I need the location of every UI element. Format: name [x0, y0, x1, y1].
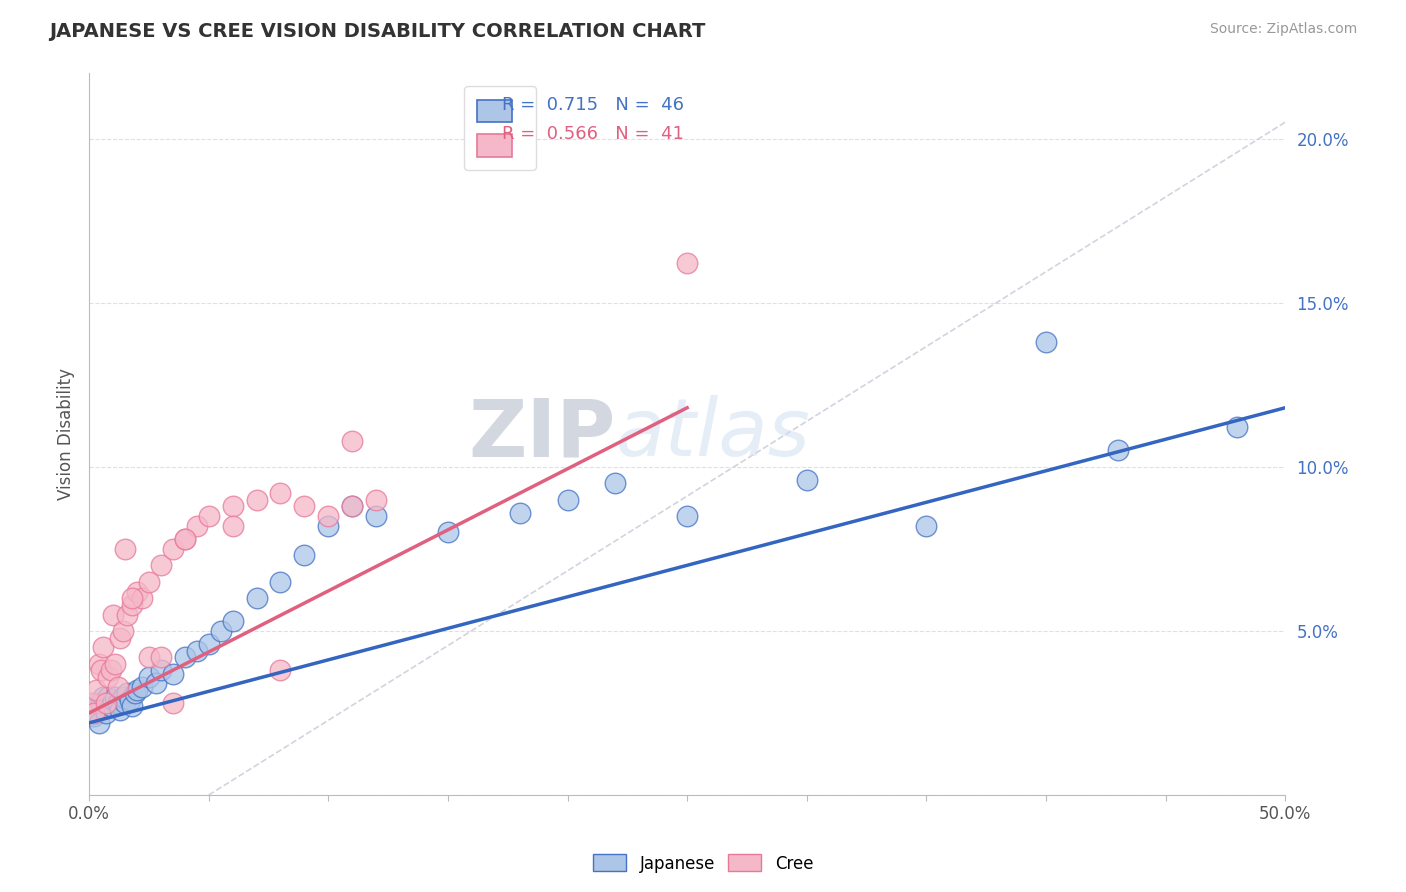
Point	[173, 532, 195, 546]
Point	[107, 680, 129, 694]
Point	[173, 532, 195, 546]
Text: R =  0.715   N =  46: R = 0.715 N = 46	[502, 96, 683, 114]
Point	[125, 683, 148, 698]
Text: R =  0.566   N =  41: R = 0.566 N = 41	[502, 125, 683, 143]
Text: atlas: atlas	[616, 395, 810, 473]
Point	[121, 699, 143, 714]
Point	[121, 591, 143, 606]
Point	[108, 703, 131, 717]
Point	[101, 607, 124, 622]
Point	[209, 624, 232, 638]
Point	[149, 558, 172, 573]
Point	[114, 696, 136, 710]
Point	[90, 696, 112, 710]
Point	[80, 703, 103, 717]
Point	[84, 696, 107, 710]
Point	[221, 500, 243, 514]
Point	[316, 509, 339, 524]
Point	[125, 584, 148, 599]
Point	[111, 690, 134, 704]
Point	[83, 709, 105, 723]
Point	[114, 541, 136, 556]
Point	[316, 519, 339, 533]
Point	[87, 657, 110, 671]
Point	[90, 664, 112, 678]
Y-axis label: Vision Disability: Vision Disability	[58, 368, 75, 500]
Point	[342, 434, 364, 448]
Point	[108, 631, 131, 645]
Point	[509, 506, 531, 520]
Point	[269, 664, 291, 678]
Point	[149, 664, 172, 678]
Point	[292, 549, 315, 563]
Point	[149, 650, 172, 665]
Point	[1035, 335, 1057, 350]
Point	[87, 715, 110, 730]
Point	[118, 693, 141, 707]
Text: Source: ZipAtlas.com: Source: ZipAtlas.com	[1209, 22, 1357, 37]
Point	[221, 519, 243, 533]
Point	[94, 696, 117, 710]
Point	[796, 473, 818, 487]
Text: JAPANESE VS CREE VISION DISABILITY CORRELATION CHART: JAPANESE VS CREE VISION DISABILITY CORRE…	[49, 22, 706, 41]
Point	[131, 680, 153, 694]
Point	[117, 607, 139, 622]
Point	[186, 643, 208, 657]
Point	[93, 690, 115, 704]
Point	[93, 640, 115, 655]
Point	[83, 706, 105, 720]
Point	[124, 686, 146, 700]
Point	[111, 624, 134, 638]
Point	[131, 591, 153, 606]
Legend: Japanese, Cree: Japanese, Cree	[586, 847, 820, 880]
Point	[366, 492, 388, 507]
Point	[221, 614, 243, 628]
Point	[676, 509, 699, 524]
Point	[292, 500, 315, 514]
Text: ZIP: ZIP	[468, 395, 616, 473]
Point	[104, 657, 127, 671]
Point	[162, 696, 184, 710]
Point	[342, 500, 364, 514]
Point	[915, 519, 938, 533]
Point	[162, 541, 184, 556]
Point	[94, 706, 117, 720]
Point	[245, 591, 267, 606]
Point	[145, 676, 167, 690]
Point	[97, 670, 120, 684]
Point	[100, 699, 122, 714]
Point	[197, 509, 219, 524]
Point	[605, 476, 627, 491]
Point	[186, 519, 208, 533]
Point	[269, 486, 291, 500]
Point	[269, 574, 291, 589]
Point	[342, 500, 364, 514]
Point	[138, 670, 160, 684]
Point	[1226, 420, 1249, 434]
Point	[104, 690, 127, 704]
Point	[138, 574, 160, 589]
Point	[197, 637, 219, 651]
Legend: , : ,	[464, 87, 536, 170]
Point	[245, 492, 267, 507]
Point	[366, 509, 388, 524]
Point	[557, 492, 579, 507]
Point	[117, 686, 139, 700]
Point	[676, 256, 699, 270]
Point	[162, 666, 184, 681]
Point	[80, 696, 103, 710]
Point	[97, 690, 120, 704]
Point	[107, 696, 129, 710]
Point	[100, 664, 122, 678]
Point	[173, 650, 195, 665]
Point	[1107, 443, 1129, 458]
Point	[84, 683, 107, 698]
Point	[437, 525, 460, 540]
Point	[121, 598, 143, 612]
Point	[138, 650, 160, 665]
Point	[101, 693, 124, 707]
